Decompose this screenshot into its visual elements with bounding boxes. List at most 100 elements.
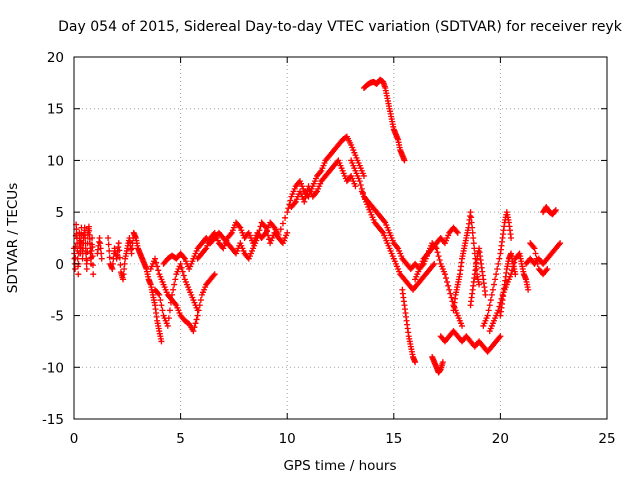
data-point xyxy=(89,262,96,269)
data-point xyxy=(165,315,172,322)
data-point xyxy=(154,263,161,270)
data-point xyxy=(556,241,563,248)
data-point xyxy=(447,290,454,297)
data-point xyxy=(525,286,532,293)
data-point xyxy=(470,235,477,241)
data-point xyxy=(454,229,461,236)
data-point xyxy=(393,244,400,251)
data-point xyxy=(467,209,474,216)
data-point xyxy=(448,294,455,301)
data-point xyxy=(129,245,136,252)
data-point xyxy=(277,226,284,233)
y-tick-label: -15 xyxy=(42,412,64,428)
data-point xyxy=(279,220,286,227)
data-point xyxy=(443,275,450,282)
x-axis-label: GPS time / hours xyxy=(283,458,396,474)
data-point xyxy=(169,291,176,298)
axis-ticks: 0 5 10 15 20 25 -15 -10 -5 0 5 10 15 20 xyxy=(42,50,616,447)
data-point xyxy=(191,324,198,331)
data-point xyxy=(432,244,439,251)
data-point xyxy=(83,266,90,273)
data-point xyxy=(202,246,209,253)
data-point xyxy=(106,247,113,254)
data-point xyxy=(116,247,123,254)
data-point xyxy=(445,282,452,289)
data-point xyxy=(172,276,179,283)
data-point xyxy=(284,229,291,236)
data-point xyxy=(152,255,159,262)
data-point xyxy=(84,248,91,255)
data-point xyxy=(180,272,187,279)
data-point xyxy=(532,250,539,257)
y-tick-label: 0 xyxy=(55,257,64,273)
data-point xyxy=(88,254,95,261)
data-point xyxy=(89,253,96,260)
data-point xyxy=(508,271,515,278)
data-point xyxy=(482,291,489,298)
data-point xyxy=(497,333,504,340)
data-point xyxy=(468,214,475,221)
data-point xyxy=(543,267,550,274)
data-point xyxy=(158,302,165,309)
data-point xyxy=(81,224,88,231)
data-point xyxy=(360,172,367,179)
data-point xyxy=(459,322,466,329)
data-point xyxy=(446,286,453,293)
data-point xyxy=(489,286,496,293)
data-point xyxy=(190,328,197,335)
data-point xyxy=(170,286,177,293)
data-point xyxy=(381,218,388,225)
data-point xyxy=(484,312,491,319)
data-point xyxy=(75,271,82,278)
data-point xyxy=(157,297,164,304)
data-point xyxy=(90,271,97,278)
data-point xyxy=(236,223,243,230)
y-axis-label: SDTVAR / TECUs xyxy=(5,183,21,293)
data-point xyxy=(291,200,298,207)
data-point xyxy=(97,245,104,252)
data-point xyxy=(494,266,501,273)
y-tick-label: 5 xyxy=(55,205,64,221)
data-point xyxy=(533,255,540,262)
data-point xyxy=(197,297,204,304)
data-marks xyxy=(71,76,564,376)
data-point xyxy=(166,307,173,314)
data-point xyxy=(158,338,165,345)
data-point xyxy=(439,359,446,366)
y-tick-label: 20 xyxy=(47,50,64,66)
data-point xyxy=(302,194,309,201)
data-point xyxy=(285,205,292,212)
data-point xyxy=(317,169,324,176)
data-point xyxy=(117,261,124,268)
data-point xyxy=(177,260,184,267)
data-point xyxy=(153,259,160,266)
data-point xyxy=(155,267,162,274)
data-point xyxy=(496,303,503,310)
data-point xyxy=(88,247,95,254)
data-point xyxy=(261,223,268,230)
data-point xyxy=(98,250,105,257)
data-point xyxy=(430,262,437,269)
data-point xyxy=(487,297,494,304)
data-point xyxy=(270,223,277,230)
data-point xyxy=(476,281,483,288)
data-point xyxy=(469,224,476,231)
data-point xyxy=(495,260,502,267)
data-point xyxy=(89,244,96,251)
data-point xyxy=(552,207,559,214)
data-point xyxy=(509,267,516,274)
data-point xyxy=(511,259,518,266)
data-point xyxy=(531,245,538,252)
data-point xyxy=(557,240,564,247)
data-point xyxy=(282,214,289,221)
data-point xyxy=(120,271,127,278)
x-tick-label: 0 xyxy=(70,431,79,447)
data-point xyxy=(82,235,89,241)
data-point xyxy=(121,266,128,273)
data-point xyxy=(444,278,451,285)
data-point xyxy=(492,276,499,283)
data-point xyxy=(193,316,200,323)
chart-title: Day 054 of 2015, Sidereal Day-to-day VTE… xyxy=(58,19,623,35)
data-point xyxy=(194,312,201,319)
